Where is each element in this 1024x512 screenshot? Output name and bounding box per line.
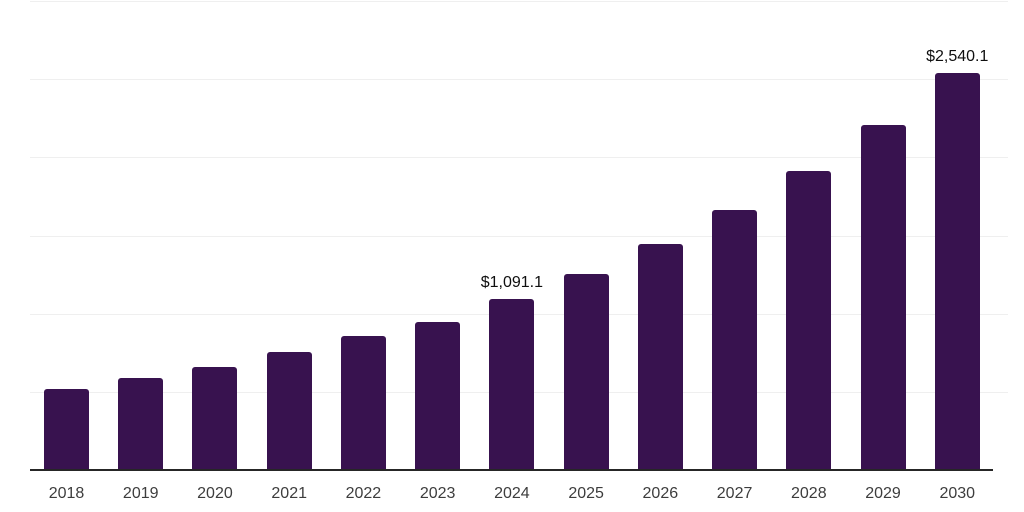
bar-2021[interactable] xyxy=(266,351,312,470)
x-tick-2027: 2027 xyxy=(716,485,753,502)
x-tick-2020: 2020 xyxy=(197,485,233,502)
bar-2018[interactable] xyxy=(44,389,89,470)
x-tick-2030: 2030 xyxy=(939,485,976,502)
bar-2025[interactable] xyxy=(563,274,609,470)
x-tick-2028: 2028 xyxy=(791,485,827,502)
bar-2019[interactable] xyxy=(118,378,164,470)
bar-2020[interactable] xyxy=(192,366,238,470)
x-axis-line xyxy=(30,469,993,471)
bar-2028[interactable] xyxy=(786,171,832,470)
gridline xyxy=(30,79,1008,81)
x-tick-2022: 2022 xyxy=(345,485,382,502)
x-tick-2024: 2024 xyxy=(494,485,530,502)
x-tick-2025: 2025 xyxy=(568,485,604,502)
bar-2029[interactable] xyxy=(860,124,906,470)
x-tick-2018: 2018 xyxy=(48,485,85,502)
gridline xyxy=(30,157,1008,159)
x-tick-2023: 2023 xyxy=(419,485,456,502)
x-tick-2026: 2026 xyxy=(642,485,679,502)
x-tick-2021: 2021 xyxy=(271,485,307,502)
bar-2023[interactable] xyxy=(415,321,461,470)
bar-2024[interactable] xyxy=(489,299,535,470)
bar-2026[interactable] xyxy=(637,243,683,470)
gridline xyxy=(30,1,1008,2)
x-tick-2019: 2019 xyxy=(122,485,159,502)
bar-value-label-2030: $2,540.1 xyxy=(926,47,989,65)
bar-value-label-2024: $1,091.1 xyxy=(480,274,544,292)
bar-2030[interactable] xyxy=(934,72,980,470)
x-tick-2029: 2029 xyxy=(865,485,901,502)
gridline xyxy=(30,235,1008,237)
bar-2022[interactable] xyxy=(340,336,386,470)
bar-2027[interactable] xyxy=(712,209,758,470)
